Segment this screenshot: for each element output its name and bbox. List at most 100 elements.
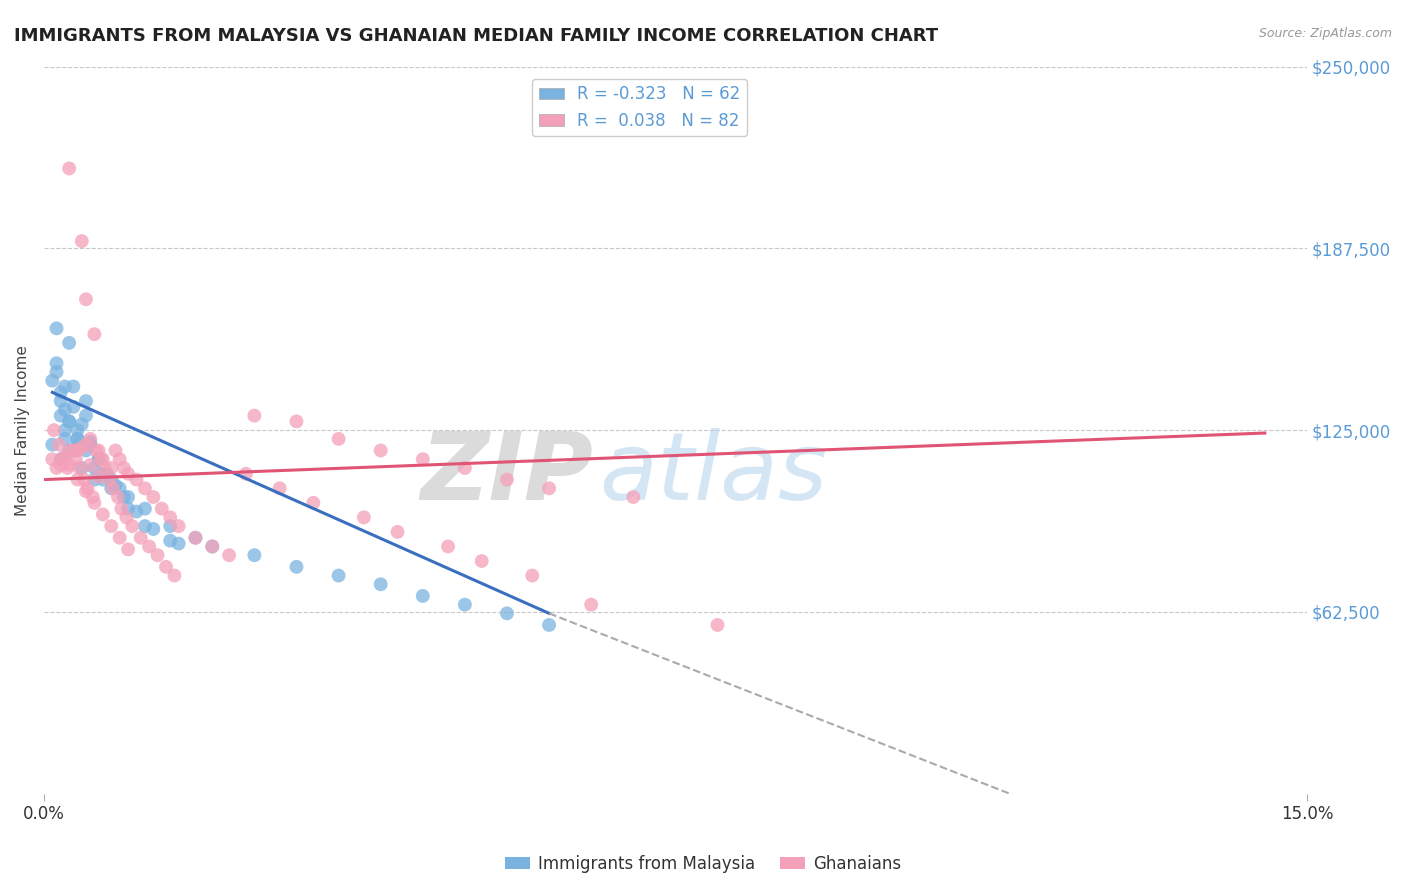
Point [41, 374, 63, 388]
Point [75, 394, 97, 409]
Point [53, 402, 76, 417]
Point [134, 519, 156, 533]
Point [45, 365, 67, 379]
Point [370, 443, 392, 458]
Y-axis label: Median Family Income: Median Family Income [15, 344, 30, 516]
Point [146, 548, 169, 562]
Point [201, 540, 224, 554]
Point [98, 473, 121, 487]
Point [159, 510, 181, 524]
Point [79, 458, 101, 472]
Point [48, 438, 70, 452]
Point [159, 533, 181, 548]
Point [87, 443, 110, 458]
Point [134, 481, 156, 495]
Point [53, 379, 76, 393]
Point [79, 432, 101, 446]
Point [49, 458, 72, 472]
Point [91, 452, 114, 467]
Point [437, 540, 460, 554]
Point [243, 409, 266, 423]
Point [41, 438, 63, 452]
Point [58, 458, 80, 472]
Point [83, 327, 105, 342]
Point [76, 481, 98, 495]
Point [83, 461, 105, 475]
Point [66, 473, 89, 487]
Point [538, 481, 561, 495]
Point [75, 484, 97, 499]
Point [155, 559, 177, 574]
Point [53, 432, 76, 446]
Point [138, 540, 160, 554]
Point [125, 505, 148, 519]
Point [58, 443, 80, 458]
Point [49, 409, 72, 423]
Point [70, 461, 93, 475]
Point [70, 417, 93, 432]
Point [125, 473, 148, 487]
Point [67, 461, 90, 475]
Point [58, 335, 80, 350]
Point [45, 461, 67, 475]
Point [167, 536, 190, 550]
Point [167, 519, 190, 533]
Point [496, 607, 519, 621]
Point [45, 321, 67, 335]
Point [79, 438, 101, 452]
Point [62, 443, 84, 458]
Point [184, 531, 207, 545]
Point [117, 501, 139, 516]
Point [83, 473, 105, 487]
Legend: Immigrants from Malaysia, Ghanaians: Immigrants from Malaysia, Ghanaians [498, 848, 908, 880]
Point [62, 443, 84, 458]
Point [285, 559, 308, 574]
Point [112, 461, 135, 475]
Point [454, 598, 477, 612]
Point [66, 432, 89, 446]
Point [454, 461, 477, 475]
Point [579, 598, 602, 612]
Point [522, 568, 544, 582]
Point [45, 356, 67, 370]
Point [412, 589, 434, 603]
Point [285, 414, 308, 428]
Point [87, 452, 110, 467]
Point [142, 490, 165, 504]
Point [134, 501, 156, 516]
Point [87, 469, 110, 483]
Text: Source: ZipAtlas.com: Source: ZipAtlas.com [1258, 27, 1392, 40]
Point [117, 490, 139, 504]
Point [370, 577, 392, 591]
Point [353, 510, 375, 524]
Point [41, 452, 63, 467]
Point [91, 467, 114, 481]
Point [82, 490, 104, 504]
Point [56, 461, 79, 475]
Point [387, 524, 409, 539]
Point [66, 432, 89, 446]
Point [91, 508, 114, 522]
Point [107, 490, 129, 504]
Point [58, 161, 80, 176]
Point [49, 385, 72, 400]
Point [87, 452, 110, 467]
Point [66, 438, 89, 452]
Point [328, 432, 350, 446]
Point [412, 452, 434, 467]
Point [49, 452, 72, 467]
Point [53, 450, 76, 464]
Point [201, 540, 224, 554]
Point [621, 490, 644, 504]
Point [100, 519, 122, 533]
Point [235, 467, 257, 481]
Point [75, 438, 97, 452]
Point [91, 473, 114, 487]
Text: atlas: atlas [599, 428, 828, 519]
Point [129, 531, 152, 545]
Point [70, 441, 93, 455]
Point [62, 400, 84, 414]
Point [75, 409, 97, 423]
Point [49, 394, 72, 409]
Point [51, 452, 73, 467]
